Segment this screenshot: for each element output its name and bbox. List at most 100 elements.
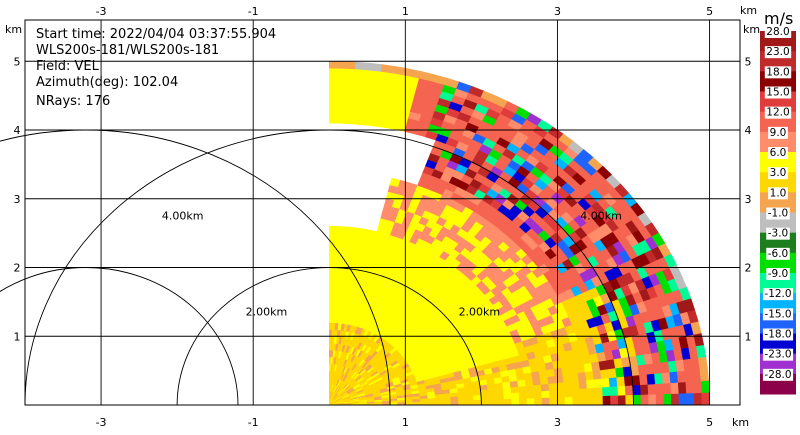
field-cell [594, 387, 604, 397]
field-cell [328, 232, 337, 241]
field-cell [473, 399, 482, 405]
x-tick-label-top: 1 [402, 5, 409, 18]
field-cell [577, 372, 587, 382]
field-cell [328, 267, 335, 275]
field-cell [328, 287, 335, 296]
field-cell [640, 394, 650, 405]
info-radar: WLS200s-181/WLS200s-181 [36, 43, 219, 58]
field-cell [328, 109, 342, 117]
field-cell [328, 95, 342, 104]
field-cell [601, 378, 611, 389]
field-cell [677, 382, 687, 395]
field-cell [367, 62, 383, 72]
field-cell [623, 375, 634, 387]
x-tick-label-top: 5 [706, 5, 713, 18]
field-cell [647, 384, 657, 396]
field-cell [526, 398, 535, 405]
field-cell [655, 394, 665, 405]
colorbar-label-bg [764, 106, 792, 119]
field-cell [328, 274, 335, 282]
range-ring [24, 129, 634, 406]
field-cell [328, 88, 342, 97]
field-cell [655, 383, 665, 396]
field-cell [457, 391, 467, 398]
info-nrays: NRays: 176 [36, 94, 110, 109]
field-cell [587, 396, 596, 405]
field-cell [335, 226, 344, 234]
field-cell [556, 389, 566, 399]
field-cell [333, 280, 340, 289]
field-cell [328, 74, 343, 83]
field-cell [684, 370, 694, 383]
field-cell [654, 373, 664, 385]
field-cell [578, 380, 588, 390]
field-cell [339, 116, 352, 125]
field-cell [353, 82, 367, 91]
x-unit-top: km [740, 4, 757, 17]
info-block: Start time: 2022/04/04 03:37:55.904 WLS2… [36, 27, 276, 109]
field-cell [632, 384, 642, 396]
field-cell [328, 301, 334, 310]
field-cell [538, 370, 549, 379]
field-cell [609, 386, 619, 397]
unit-labels: km km km km [5, 4, 760, 429]
field-cell [526, 391, 535, 400]
field-cell [457, 396, 467, 402]
range-ring-label: 4.00km [162, 209, 204, 222]
field-cell [579, 388, 589, 398]
colorbar-label: 28.0 [766, 26, 789, 38]
colorbar-label-bg [766, 268, 790, 280]
field-cell [340, 95, 354, 104]
field-cell [340, 102, 353, 111]
field-cell [539, 376, 549, 386]
y-tick-label-left: 3 [14, 193, 21, 206]
colorbar-label: -23.0 [764, 349, 791, 361]
field-cell [450, 396, 459, 402]
colorbar-title: m/s [764, 9, 793, 28]
field-cell [341, 61, 357, 70]
field-cell [334, 260, 341, 269]
y-tick-label-right: 1 [745, 330, 752, 343]
y-unit-left: km [5, 23, 22, 36]
info-azimuth: Azimuth(deg): 102.04 [36, 75, 178, 90]
field-cell [335, 239, 343, 248]
field-cell [570, 380, 581, 391]
field-cell [328, 115, 341, 124]
field-cell [700, 380, 710, 394]
field-cell [697, 356, 708, 371]
field-cell [353, 75, 368, 84]
colorbar-label-bg [768, 126, 788, 139]
field-cell [503, 393, 513, 400]
field-cell [350, 116, 363, 126]
y-tick-label-right: 2 [745, 262, 752, 275]
colorbar-label-bg [762, 288, 794, 301]
colorbar-label: 6.0 [770, 147, 787, 159]
field-cell [412, 401, 421, 405]
colorbar-label: -15.0 [764, 308, 791, 320]
x-unit-bottom: km [732, 416, 749, 429]
field-cell [556, 397, 566, 405]
field-cell [562, 374, 572, 384]
field-cell [328, 260, 336, 268]
field-cell [502, 387, 512, 395]
field-cell [340, 246, 348, 255]
field-cell [693, 392, 703, 405]
field-cell [511, 392, 520, 400]
field-cell [579, 396, 589, 405]
field-cell [465, 390, 474, 397]
field-cell [420, 401, 429, 405]
colorbar-label-bg [762, 368, 794, 381]
field-cell [669, 371, 679, 384]
field-cell [328, 280, 335, 289]
field-cell [333, 274, 340, 282]
field-cell [525, 385, 535, 393]
field-cell [458, 400, 467, 405]
field-cell [546, 368, 556, 378]
colorbar-label: 9.0 [770, 127, 787, 139]
field-cell [351, 109, 364, 119]
field-cell [341, 67, 356, 77]
field-cell [632, 394, 642, 405]
range-ring [176, 267, 482, 406]
colorbar-label-bg [766, 227, 790, 240]
field-cell [335, 232, 343, 241]
